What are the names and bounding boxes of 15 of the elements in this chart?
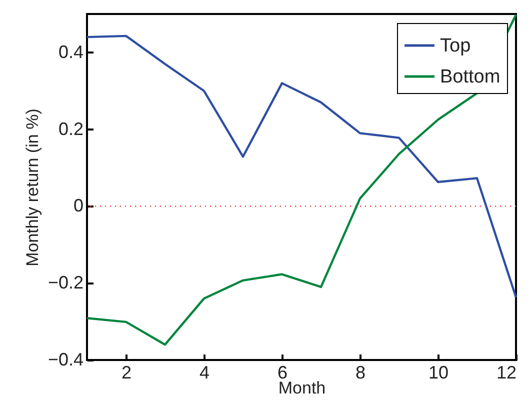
x-tick-label: 8: [355, 362, 366, 382]
y-tick-label: −0.4: [48, 350, 84, 370]
y-tick-label: 0.4: [58, 42, 84, 62]
y-tick-label: 0: [73, 196, 84, 216]
legend-label: Top: [440, 36, 471, 56]
x-tick-label: 2: [121, 362, 132, 382]
line-series: [86, 34, 518, 298]
x-tick-label: 12: [496, 362, 516, 382]
x-tick-label: 4: [199, 362, 210, 382]
y-tick-label: −0.2: [48, 272, 84, 293]
x-tick-label: 10: [428, 362, 449, 382]
y-tick-label: 0.2: [58, 118, 84, 139]
line-series: [86, 14, 518, 346]
legend-label: Bottom: [440, 66, 500, 88]
y-axis-title: Monthly return (in %): [22, 108, 42, 266]
